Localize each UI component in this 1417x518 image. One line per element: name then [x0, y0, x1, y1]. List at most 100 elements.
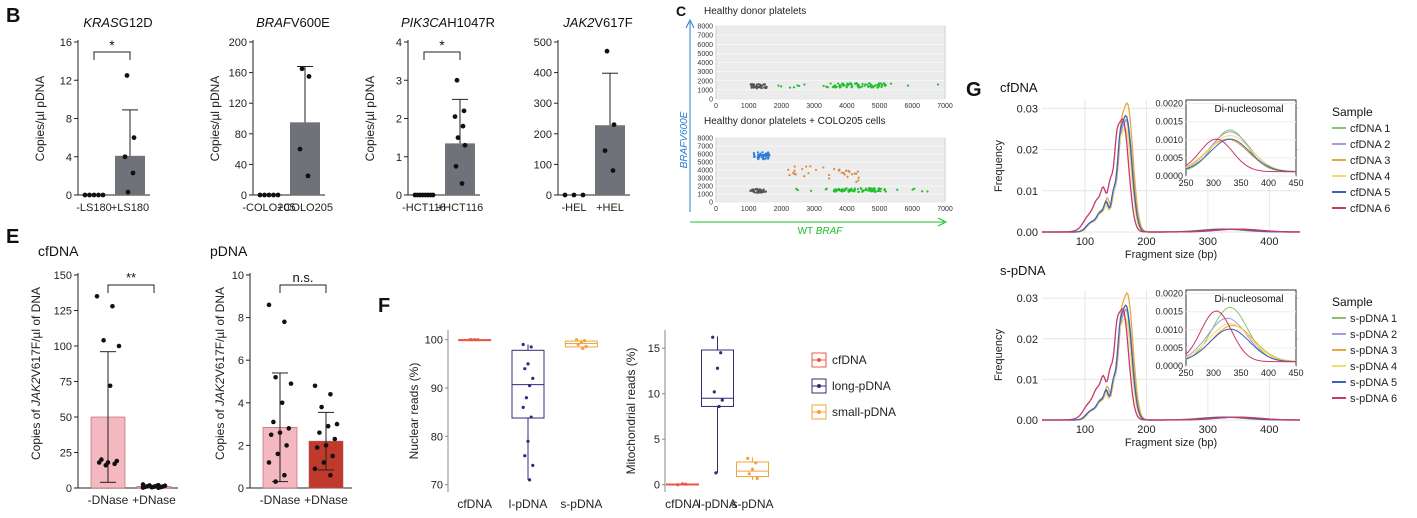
droplet-point	[877, 189, 881, 192]
y-tick-label: 2000	[697, 78, 713, 85]
y-label-gene: JAK2	[213, 377, 227, 407]
y-tick-label: 0.03	[1017, 293, 1038, 305]
inset-x-tick-label: 250	[1178, 368, 1193, 378]
droplet-point	[841, 83, 844, 86]
y-label-gene: JAK2	[29, 377, 43, 407]
inset-y-tick-label: 0.0020	[1155, 289, 1183, 299]
legend-label: long-pDNA	[832, 379, 891, 393]
droplet-point	[826, 86, 829, 89]
category-label: cfDNA	[457, 497, 492, 511]
data-point	[580, 192, 586, 198]
data-point	[714, 471, 718, 475]
droplet-point	[762, 154, 765, 157]
legend-label: s-pDNA 5	[1350, 377, 1397, 389]
y-arrow-head	[685, 18, 695, 29]
y-tick-label: 75	[60, 377, 72, 389]
inset-x-tick-label: 250	[1178, 178, 1193, 188]
mutation-name: V617F	[594, 15, 632, 30]
significance-label: **	[126, 270, 136, 285]
data-point	[268, 432, 274, 438]
y-axis-label: Frequency	[993, 140, 1005, 192]
y-tick-label: 90	[431, 383, 443, 395]
droplet-point	[837, 187, 841, 191]
panel-letter-f: F	[378, 295, 390, 317]
droplet-point	[838, 85, 841, 88]
droplet-point	[913, 187, 916, 190]
y-tick-label: 8000	[697, 136, 713, 143]
data-point	[717, 404, 721, 409]
droplet-point	[752, 153, 756, 156]
panel-letter-c: C	[676, 3, 686, 19]
droplet-point	[764, 190, 767, 193]
inset-x-tick-label: 350	[1233, 178, 1248, 188]
droplet-point	[803, 83, 806, 86]
category-label: l-pDNA	[509, 497, 548, 511]
droplet-point	[809, 189, 813, 192]
y-axis-label: Copies of JAK2V617F/µl of DNA	[29, 287, 43, 460]
y-tick-label: 0.01	[1017, 374, 1038, 386]
legend-label: cfDNA 4	[1350, 171, 1390, 183]
y-tick-label: 10	[232, 270, 244, 282]
y-tick-label: 1000	[697, 192, 713, 199]
droplet-point	[752, 83, 755, 87]
droplet-point	[840, 188, 843, 191]
y-tick-label: 0	[709, 97, 713, 104]
inset-y-tick-label: 0.0010	[1155, 325, 1183, 335]
y-axis-label: Mitochondrial reads (%)	[624, 348, 638, 475]
data-point	[473, 338, 477, 342]
gene-name: PIK3CA	[401, 15, 447, 30]
droplet-point	[878, 82, 881, 85]
y-tick-label: 15	[648, 343, 660, 355]
droplet-point	[857, 86, 860, 89]
droplet-point	[822, 84, 825, 88]
bar	[115, 155, 145, 195]
y-axis-label: Copies of JAK2V617F/µl of DNA	[213, 287, 227, 460]
y-tick-label: 8000	[697, 24, 713, 31]
droplet-point	[874, 84, 877, 87]
chart-title: JAK2V617F	[562, 15, 632, 30]
droplet-point	[777, 84, 780, 87]
x-tick-label: 300	[1199, 424, 1217, 436]
data-point	[288, 381, 294, 386]
data-point	[328, 391, 333, 397]
plot-title: Healthy donor platelets + COLO205 cells	[704, 116, 886, 127]
panel-f-legend: cfDNA long-pDNA small-pDNA	[811, 352, 896, 420]
data-point	[257, 192, 263, 198]
droplet-point	[843, 84, 846, 87]
data-point	[282, 319, 287, 325]
droplet-point	[840, 171, 843, 174]
data-point	[579, 340, 583, 345]
inset-x-tick-label: 400	[1261, 368, 1276, 378]
data-point	[754, 461, 758, 465]
x-tick-label: 2000	[774, 103, 790, 110]
x-tick-label: 4000	[839, 103, 855, 110]
data-point	[755, 476, 759, 480]
droplet-point	[884, 84, 887, 87]
data-point	[526, 439, 530, 443]
droplet-point	[756, 151, 759, 154]
droplet-point	[764, 157, 767, 160]
data-point	[469, 338, 474, 342]
y-tick-label: 100	[534, 159, 552, 171]
y-tick-label: 2	[396, 114, 402, 126]
y-tick-label: 0	[66, 483, 72, 495]
data-point	[282, 472, 287, 478]
data-point	[312, 383, 318, 389]
droplet-point	[762, 189, 765, 192]
droplet-point	[822, 166, 825, 169]
droplet-point	[860, 188, 863, 191]
category-label: l-pDNA	[698, 497, 737, 511]
droplet-point	[767, 151, 770, 154]
data-point	[112, 461, 117, 467]
y-tick-label: 4	[66, 152, 72, 164]
droplet-point	[768, 154, 771, 157]
data-point	[455, 135, 461, 141]
droplet-point	[846, 84, 849, 87]
series-line	[1042, 308, 1301, 421]
y-tick-label: 7000	[697, 144, 713, 151]
droplet-point	[752, 152, 756, 155]
significance-label: n.s.	[293, 270, 314, 285]
y-tick-label: 2000	[697, 184, 713, 191]
droplet-point	[767, 156, 770, 159]
